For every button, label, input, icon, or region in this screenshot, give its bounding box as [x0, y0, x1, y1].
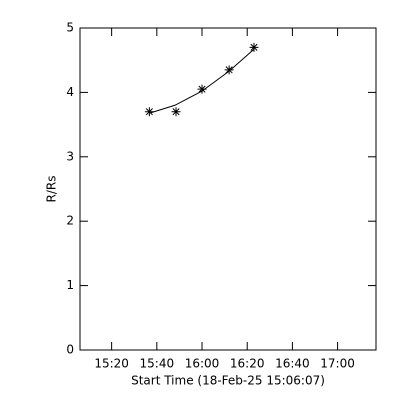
y-tick-label: 2 — [66, 214, 74, 228]
data-point — [171, 107, 181, 117]
x-tick-label: 17:00 — [320, 357, 355, 371]
x-tick-label: 16:20 — [230, 357, 265, 371]
plot-frame — [79, 27, 377, 351]
y-tick-label: 0 — [66, 343, 74, 357]
x-axis-label: Start Time (18-Feb-25 15:06:07) — [131, 374, 325, 388]
fit-line — [149, 48, 255, 114]
data-point — [224, 65, 234, 75]
data-point — [144, 107, 154, 117]
y-tick-label: 4 — [66, 85, 74, 99]
y-axis-label: R/Rs — [45, 176, 59, 203]
y-tick-label: 5 — [66, 21, 74, 35]
y-tick-label: 3 — [66, 149, 74, 163]
data-point — [197, 84, 207, 94]
x-tick-label: 16:00 — [185, 357, 220, 371]
y-tick-label: 1 — [66, 278, 74, 292]
x-tick-label: 15:40 — [140, 357, 175, 371]
x-tick-label: 15:20 — [94, 357, 129, 371]
x-tick-label: 16:40 — [275, 357, 310, 371]
data-point — [249, 42, 259, 52]
